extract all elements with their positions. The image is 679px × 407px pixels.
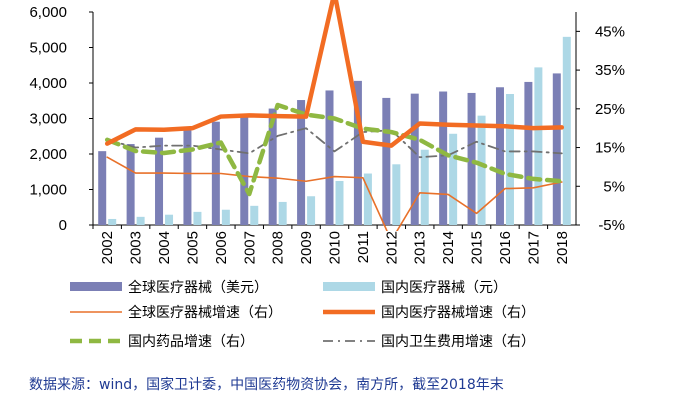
legend-swatch-bar — [70, 282, 122, 291]
x-tick-label: 2007 — [241, 231, 258, 264]
bar-global — [268, 108, 277, 225]
line-thick — [104, 0, 565, 148]
left-tick-label: 2,000 — [29, 146, 67, 163]
left-tick-label: 6,000 — [29, 4, 67, 21]
right-tick-label: 25% — [595, 101, 625, 118]
x-tick-label: 2014 — [440, 231, 457, 264]
bar-global — [126, 144, 135, 225]
lines — [104, 0, 565, 231]
x-tick-label: 2004 — [156, 231, 173, 264]
bar-domestic — [136, 216, 145, 225]
right-tick-label: 35% — [595, 62, 625, 79]
axes — [89, 11, 580, 229]
bar-global — [240, 117, 249, 225]
x-tick-label: 2006 — [213, 231, 230, 264]
line-dashdot — [106, 127, 563, 159]
x-tick-label: 2009 — [298, 231, 315, 264]
source-note: 数据来源：wind，国家卫计委，中国医药物资协会，南方所，截至2018年末 — [29, 377, 504, 393]
right-tick-label: -5% — [598, 217, 625, 234]
bars — [98, 36, 571, 226]
line-dashed — [104, 102, 565, 197]
x-tick-label: 2011 — [355, 231, 372, 263]
x-tick-label: 2012 — [383, 231, 400, 264]
legend-label: 国内医疗器械增速（右） — [381, 305, 535, 321]
bar-domestic — [449, 133, 458, 225]
left-tick-label: 1,000 — [29, 182, 67, 199]
bar-global — [98, 151, 107, 225]
legend-swatch-bar — [323, 282, 375, 291]
right-tick-label: 5% — [603, 178, 625, 195]
bar-domestic — [193, 211, 202, 225]
bar-domestic — [250, 205, 259, 225]
bar-domestic — [221, 209, 230, 225]
right-tick-label: 15% — [595, 140, 625, 157]
x-tick-label: 2008 — [270, 231, 287, 264]
bar-domestic — [392, 164, 401, 225]
bar-domestic — [363, 173, 372, 225]
bar-global — [325, 90, 334, 225]
bar-domestic — [534, 67, 543, 225]
bar-global — [524, 81, 533, 225]
bar-global — [382, 97, 391, 225]
legend-label: 国内医疗器械（元） — [381, 280, 507, 296]
bar-global — [439, 91, 448, 226]
bar-global — [552, 73, 561, 225]
x-tick-label: 2013 — [412, 231, 429, 264]
legend-label: 全球医疗器械（美元） — [128, 279, 268, 296]
bar-domestic — [108, 218, 117, 225]
legend-label: 国内药品增速（右） — [128, 334, 254, 350]
bar-domestic — [165, 214, 174, 225]
x-tick-label: 2005 — [184, 231, 201, 264]
bar-domestic — [420, 149, 429, 225]
x-tick-label: 2015 — [469, 231, 486, 264]
bar-global — [495, 87, 504, 225]
bar-domestic — [307, 196, 316, 225]
x-tick-label: 2018 — [554, 231, 571, 264]
right-tick-label: 45% — [595, 23, 625, 40]
legend-label: 国内卫生费用增速（右） — [381, 334, 535, 350]
x-tick-label: 2010 — [327, 231, 344, 264]
x-tick-label: 2002 — [99, 231, 116, 264]
bar-domestic — [278, 201, 287, 225]
x-tick-label: 2003 — [128, 231, 145, 264]
bar-global — [155, 137, 164, 225]
left-tick-label: 3,000 — [29, 111, 67, 128]
bar-global — [183, 129, 192, 225]
tick-labels: 0 1,000 2,000 3,000 4,000 5,000 6,000 -5% 5% 15% 2… — [29, 4, 625, 264]
line-thin — [106, 156, 563, 231]
bar-global — [410, 93, 419, 226]
legend: 全球医疗器械（美元） 国内医疗器械（元） 全球医疗器械增速（右） 国内医疗器械增速（右… — [70, 279, 535, 350]
left-tick-label: 5,000 — [29, 40, 67, 57]
bar-global — [297, 100, 306, 225]
bar-global — [467, 92, 476, 225]
left-tick-label: 4,000 — [29, 75, 67, 92]
x-tick-label: 2016 — [497, 231, 514, 264]
x-tick-label: 2017 — [525, 231, 542, 264]
bar-domestic — [505, 94, 514, 225]
legend-label: 全球医疗器械增速（右） — [128, 304, 282, 321]
bar-domestic — [335, 180, 344, 225]
left-tick-label: 0 — [59, 217, 67, 234]
bar-domestic — [477, 115, 486, 225]
bar-global — [353, 80, 362, 226]
bar-domestic — [562, 36, 571, 225]
